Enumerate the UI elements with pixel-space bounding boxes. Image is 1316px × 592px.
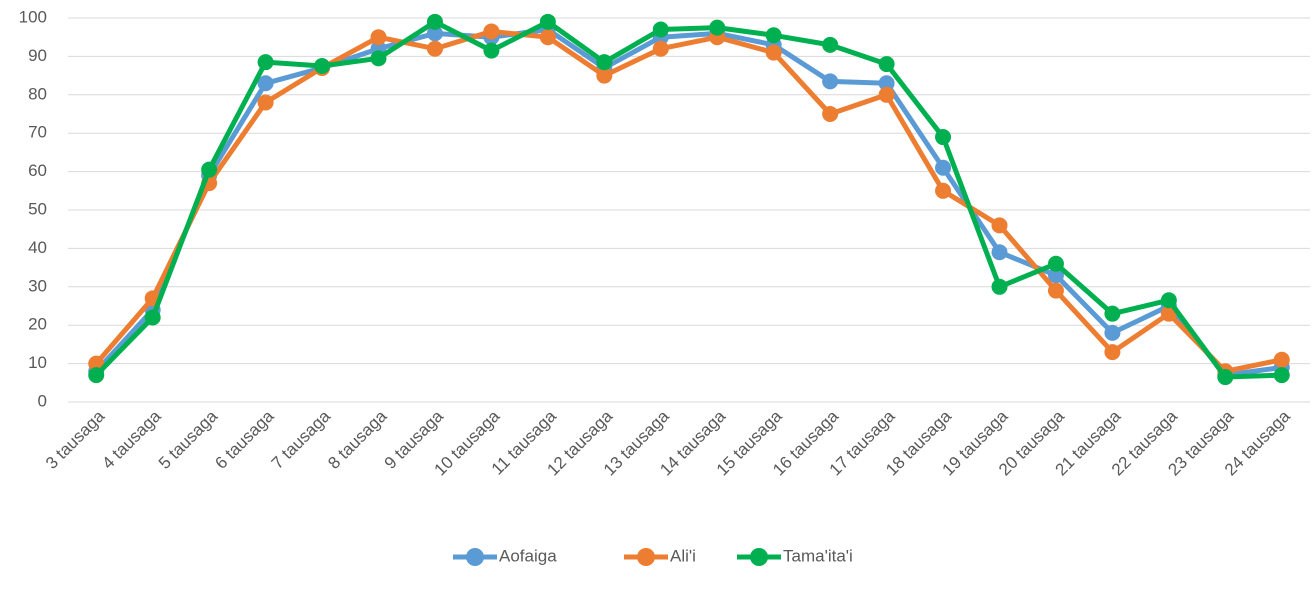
x-tick-label: 8 tausaga <box>324 406 391 473</box>
point <box>426 13 443 30</box>
legend-marker <box>466 548 484 566</box>
point <box>596 67 613 84</box>
point <box>822 73 839 90</box>
point <box>935 129 952 146</box>
legend-label: Aofaiga <box>499 546 557 565</box>
point <box>1047 255 1064 272</box>
x-tick-label: 7 tausaga <box>268 406 335 473</box>
point <box>652 21 669 38</box>
y-tick-label: 90 <box>28 46 47 65</box>
point <box>822 106 839 122</box>
point <box>426 40 443 57</box>
legend-label: Ali'i <box>670 546 696 565</box>
x-tick-label: 5 tausaga <box>155 406 222 473</box>
point <box>991 244 1008 261</box>
point <box>935 159 952 176</box>
point <box>1104 324 1121 341</box>
point <box>370 29 387 46</box>
y-tick-label: 60 <box>28 161 47 180</box>
point <box>878 75 895 92</box>
y-tick-label: 80 <box>28 84 47 103</box>
y-tick-label: 30 <box>28 276 47 295</box>
y-tick-label: 20 <box>28 315 47 334</box>
point <box>1273 351 1290 368</box>
y-tick-label: 70 <box>28 123 47 142</box>
point <box>1217 369 1234 386</box>
x-tick-label: 4 tausaga <box>98 406 165 473</box>
point <box>596 54 613 71</box>
point <box>991 278 1008 295</box>
point <box>709 19 726 36</box>
point <box>652 40 669 57</box>
point <box>765 27 782 44</box>
point <box>1047 282 1064 299</box>
point <box>935 182 952 199</box>
point <box>539 13 556 30</box>
point <box>314 58 331 74</box>
legend-label: Tama'ita'i <box>783 546 853 565</box>
point <box>822 36 839 53</box>
series-line <box>94 27 1283 378</box>
point <box>370 50 387 67</box>
point <box>1104 305 1121 322</box>
point <box>1047 267 1064 284</box>
point <box>539 29 556 46</box>
y-tick-label: 40 <box>28 238 47 257</box>
y-tick-label: 0 <box>38 391 47 410</box>
point <box>483 42 500 59</box>
point <box>1273 367 1290 384</box>
point <box>1104 344 1121 361</box>
point <box>991 217 1008 234</box>
point <box>257 94 274 111</box>
point <box>201 161 218 178</box>
point <box>88 367 105 384</box>
point <box>257 54 274 71</box>
y-tick-label: 10 <box>28 353 47 372</box>
point <box>257 75 274 92</box>
point <box>483 23 500 40</box>
x-tick-label: 6 tausaga <box>211 406 278 473</box>
point <box>878 86 895 103</box>
point <box>765 44 782 61</box>
point <box>426 25 443 42</box>
x-tick-label: 3 tausaga <box>42 406 109 473</box>
point <box>878 56 895 73</box>
y-tick-label: 100 <box>19 7 47 26</box>
point <box>1160 292 1177 309</box>
series-line <box>94 19 1282 380</box>
series-line <box>94 28 1283 374</box>
point <box>144 309 161 326</box>
y-tick-label: 50 <box>28 199 47 218</box>
legend-marker <box>750 548 768 566</box>
legend-marker <box>637 548 655 566</box>
